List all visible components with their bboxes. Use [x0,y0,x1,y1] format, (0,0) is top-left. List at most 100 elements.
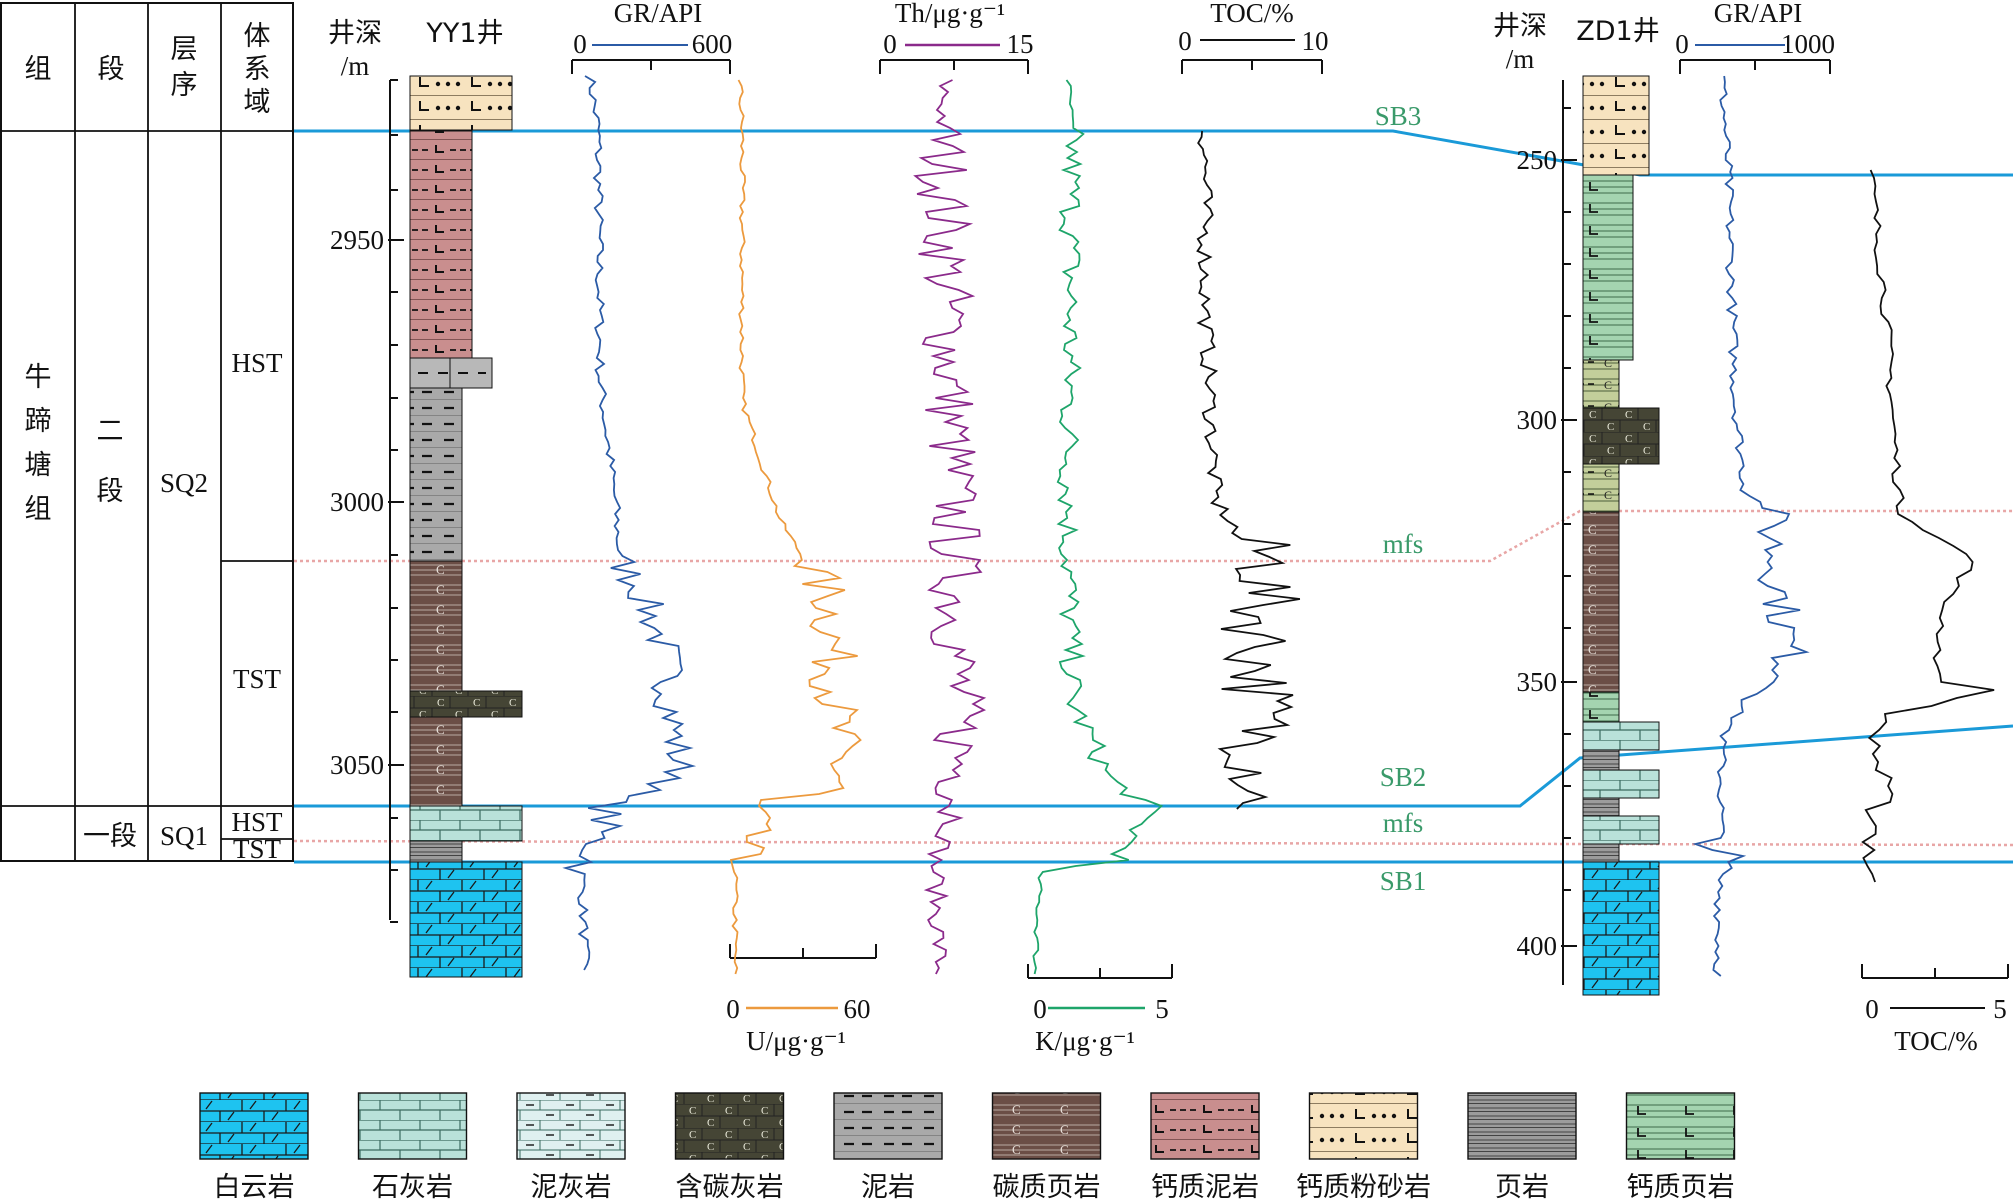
legend-label: 泥灰岩 [531,1172,612,1200]
header-sequence: 层序 [171,34,198,101]
mfs-upper-line [294,509,2013,563]
yy1-lithology-column [409,75,523,978]
sb3-line [294,129,2013,177]
legend-item-shale: 页岩 [1467,1092,1577,1200]
yy1-lith-carb-limestone [409,690,523,718]
char: 二 [97,416,124,447]
legend-swatch [1625,1092,1736,1160]
zd1-lith-calc-shale-lower [1582,691,1620,723]
zd1-depth-label: 250 [1517,145,1558,175]
yy1-gr-curve [562,75,697,971]
svg-text:0: 0 [573,29,587,59]
svg-text:0: 0 [883,29,897,59]
svg-text:0: 0 [1675,29,1689,59]
zd1-depth-label: 300 [1517,405,1558,435]
legend-item-limestone: 石灰岩 [357,1092,468,1200]
char: 组 [25,494,52,525]
zd1-lith-carb-shale [1582,511,1620,693]
svg-text:/m: /m [341,51,370,81]
lithology-legend: 白云岩 石灰岩 泥灰岩 含碳灰岩 泥岩 碳质页岩 钙质泥岩 钙质粉砂岩 页岩 钙质页岩 [199,1092,1736,1200]
legend-label: 钙质页岩 [1627,1172,1735,1200]
zd1-toc-scale: 0 5 TOC/% [1861,964,2009,1056]
zd1-well-name: ZD1井 [1576,16,1659,47]
zd1-lith-shale-b [1582,797,1620,817]
stratigraphy-table [0,2,294,862]
legend-swatch [991,1092,1102,1160]
tract-hst-lower: HST [231,807,283,837]
svg-text:GR/API: GR/API [1714,0,1803,28]
yy1-depth-label: 2950 [330,225,384,255]
yy1-gr-scale: GR/API 0 600 [571,0,732,74]
legend-label: 石灰岩 [372,1172,453,1200]
char: 段 [97,476,124,507]
char: 塘 [25,450,52,481]
yy1-th-curve [913,79,987,975]
member-1-name: 一段 [83,821,137,851]
svg-text:井深: 井深 [328,18,382,49]
legend-label: 泥岩 [861,1172,915,1200]
yy1-lith-calc-mud [409,130,473,359]
svg-text:GR/API: GR/API [614,0,703,28]
zd1-lith-carb-limestone [1582,407,1660,465]
char: 蹄 [25,406,52,437]
label-mfs-upper: mfs [1383,529,1424,559]
char: 层 [171,34,198,65]
legend-item-calc_silt: 钙质粉砂岩 [1296,1092,1431,1200]
label-sb1: SB1 [1380,866,1427,896]
sb2-line [294,724,2013,808]
legend-label: 钙质粉砂岩 [1296,1172,1431,1200]
yy1-lith-shale [409,840,463,863]
zd1-depth-label: 350 [1517,667,1558,697]
sequence-sq1: SQ1 [160,821,208,851]
yy1-toc-curve [1196,130,1301,810]
zd1-lithology-column [1582,75,1660,996]
svg-text:TOC/%: TOC/% [1894,1026,1978,1056]
zd1-gr-scale: GR/API 0 1000 [1675,0,1835,74]
yy1-depth-header: 井深 /m [328,18,382,81]
svg-text:15: 15 [1007,29,1034,59]
legend-item-calc_shale: 钙质页岩 [1625,1092,1736,1200]
legend-label: 白云岩 [214,1172,295,1200]
zd1-lith-limestone-a [1582,721,1660,751]
yy1-k-scale: 0 5 K/μg·g⁻¹ [1027,964,1173,1056]
zd1-lith-calc-shale-c-upper [1582,359,1620,409]
yy1-th-scale: Th/μg·g⁻¹ 0 15 [879,0,1034,74]
zd1-toc-curve [1861,169,1995,883]
member-2-name: 二段 [97,416,124,507]
zd1-gr-curve [1692,75,1810,977]
char: 体 [244,21,271,52]
yy1-k-curve [1032,79,1164,975]
zd1-lith-dolomite [1582,861,1660,996]
legend-swatch [1308,1092,1419,1160]
sequence-boundary-lines [293,129,2013,864]
mfs-lower-line [293,839,2013,847]
zd1-lith-limestone-c [1582,815,1660,845]
svg-text:5: 5 [1993,994,2007,1024]
char: 系 [244,54,271,85]
zd1-lith-shale-c [1582,843,1620,863]
legend-label: 碳质页岩 [993,1172,1101,1200]
legend-item-carb_shale: 碳质页岩 [991,1092,1102,1200]
yy1-depth-ticks: 2950 3000 3050 [330,79,404,923]
legend-label: 含碳灰岩 [676,1172,784,1200]
svg-text:60: 60 [844,994,871,1024]
tract-tst-upper: TST [233,664,282,694]
sequence-sq2: SQ2 [160,468,208,498]
yy1-depth-label: 3050 [330,750,384,780]
svg-text:0: 0 [1033,994,1047,1024]
svg-text:Th/μg·g⁻¹: Th/μg·g⁻¹ [895,0,1005,28]
legend-item-calc_mud: 钙质泥岩 [1150,1092,1260,1200]
char: 牛 [25,362,52,393]
char: 域 [244,87,271,118]
yy1-toc-scale: TOC/% 0 10 [1178,0,1329,74]
svg-text:0: 0 [1178,26,1192,56]
yy1-u-scale: 0 60 U/μg·g⁻¹ [726,944,877,1056]
zd1-lith-limestone-b [1582,769,1660,799]
tract-hst-upper: HST [231,348,283,378]
zd1-lith-calc-shale-c-lower [1582,463,1620,513]
zd1-depth-label: 400 [1517,931,1558,961]
legend-swatch [674,1092,785,1160]
yy1-lith-limestone [409,805,523,842]
header-member: 段 [98,54,125,85]
